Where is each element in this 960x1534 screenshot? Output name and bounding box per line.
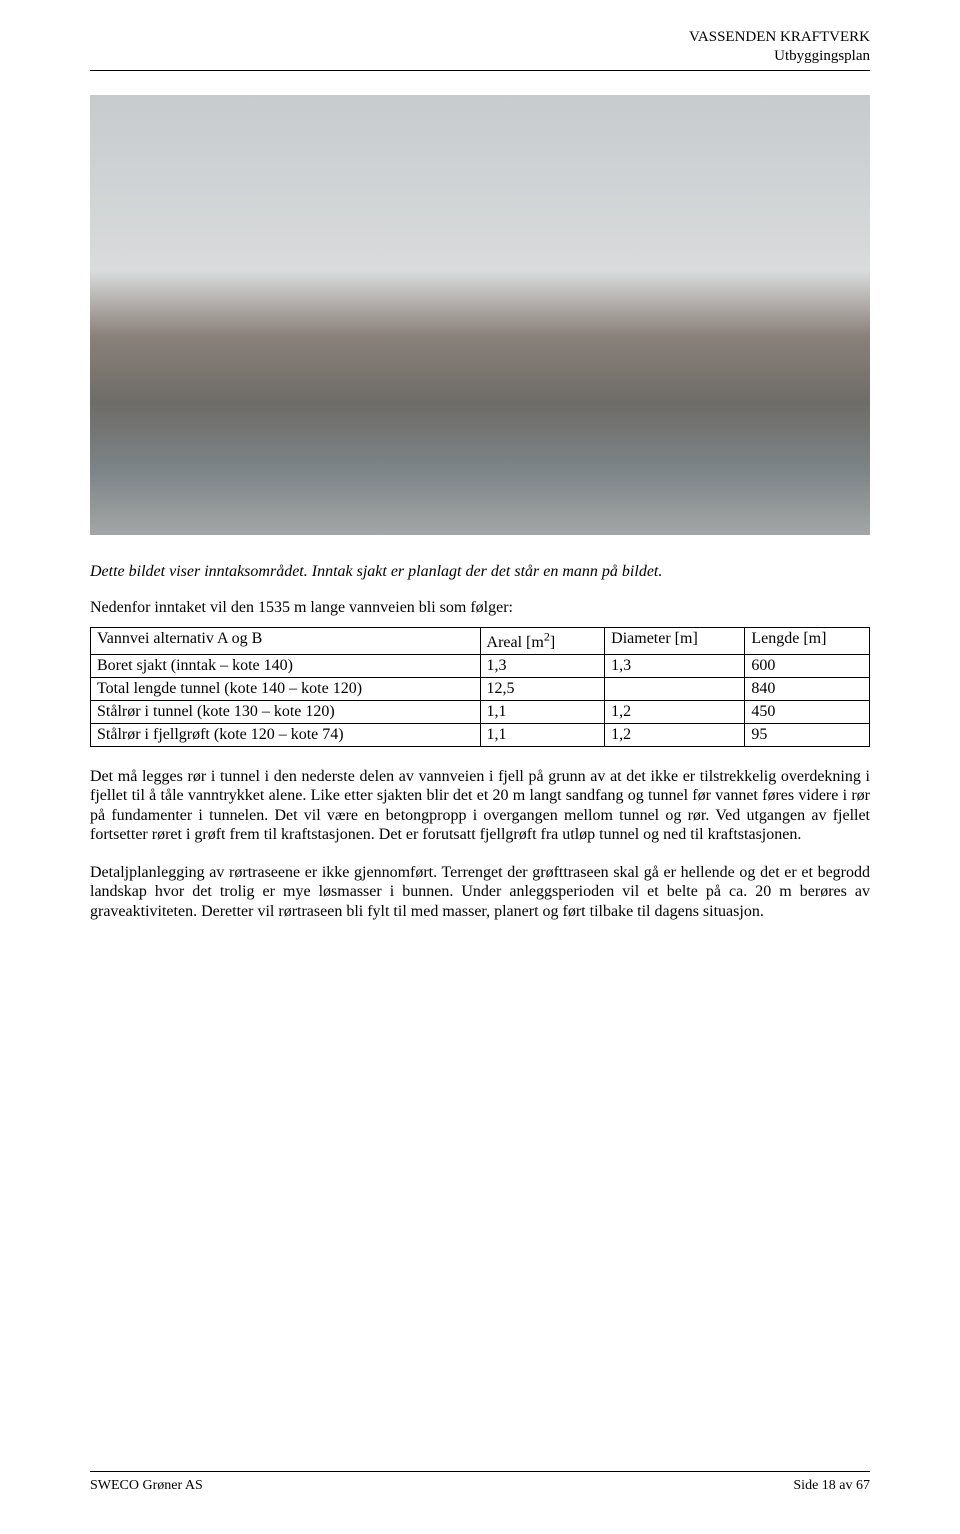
cell: Stålrør i tunnel (kote 130 – kote 120) xyxy=(91,700,481,723)
cell: 450 xyxy=(745,700,870,723)
table-row: Boret sjakt (inntak – kote 140) 1,3 1,3 … xyxy=(91,654,870,677)
cell: 95 xyxy=(745,723,870,746)
cell: Stålrør i fjellgrøft (kote 120 – kote 74… xyxy=(91,723,481,746)
paragraph-2: Detaljplanlegging av rørtraseene er ikke… xyxy=(90,863,870,922)
footer-right: Side 18 av 67 xyxy=(793,1478,870,1494)
footer-row: SWECO Grøner AS Side 18 av 67 xyxy=(90,1478,870,1494)
th-0: Vannvei alternativ A og B xyxy=(91,627,481,654)
paragraph-1: Det må legges rør i tunnel i den nederst… xyxy=(90,767,870,845)
cell: 600 xyxy=(745,654,870,677)
header-block: VASSENDEN KRAFTVERK Utbyggingsplan xyxy=(90,28,870,66)
table-row: Stålrør i tunnel (kote 130 – kote 120) 1… xyxy=(91,700,870,723)
table-row: Stålrør i fjellgrøft (kote 120 – kote 74… xyxy=(91,723,870,746)
page-container: VASSENDEN KRAFTVERK Utbyggingsplan Dette… xyxy=(0,0,960,1534)
cell: 1,2 xyxy=(605,700,745,723)
cell: 1,1 xyxy=(480,723,605,746)
cell: 840 xyxy=(745,677,870,700)
landscape-photo xyxy=(90,95,870,535)
th-1: Areal [m2] xyxy=(480,627,605,654)
header-line1: VASSENDEN KRAFTVERK xyxy=(90,28,870,47)
vannvei-table: Vannvei alternativ A og B Areal [m2] Dia… xyxy=(90,627,870,747)
header-rule xyxy=(90,70,870,71)
th-1-text: Areal [m2] xyxy=(487,634,556,651)
cell: Boret sjakt (inntak – kote 140) xyxy=(91,654,481,677)
photo-figure xyxy=(90,95,870,535)
figure-caption: Dette bildet viser inntaksområdet. Innta… xyxy=(90,563,870,581)
cell: 1,3 xyxy=(605,654,745,677)
footer-rule xyxy=(90,1471,870,1472)
footer-left: SWECO Grøner AS xyxy=(90,1478,203,1494)
cell: 12,5 xyxy=(480,677,605,700)
cell: 1,2 xyxy=(605,723,745,746)
cell xyxy=(605,677,745,700)
cell: 1,1 xyxy=(480,700,605,723)
table-header-row: Vannvei alternativ A og B Areal [m2] Dia… xyxy=(91,627,870,654)
th-2: Diameter [m] xyxy=(605,627,745,654)
page-footer: SWECO Grøner AS Side 18 av 67 xyxy=(90,1471,870,1494)
table-intro: Nedenfor inntaket vil den 1535 m lange v… xyxy=(90,599,870,617)
th-3: Lengde [m] xyxy=(745,627,870,654)
cell: Total lengde tunnel (kote 140 – kote 120… xyxy=(91,677,481,700)
table-row: Total lengde tunnel (kote 140 – kote 120… xyxy=(91,677,870,700)
cell: 1,3 xyxy=(480,654,605,677)
header-line2: Utbyggingsplan xyxy=(90,47,870,66)
